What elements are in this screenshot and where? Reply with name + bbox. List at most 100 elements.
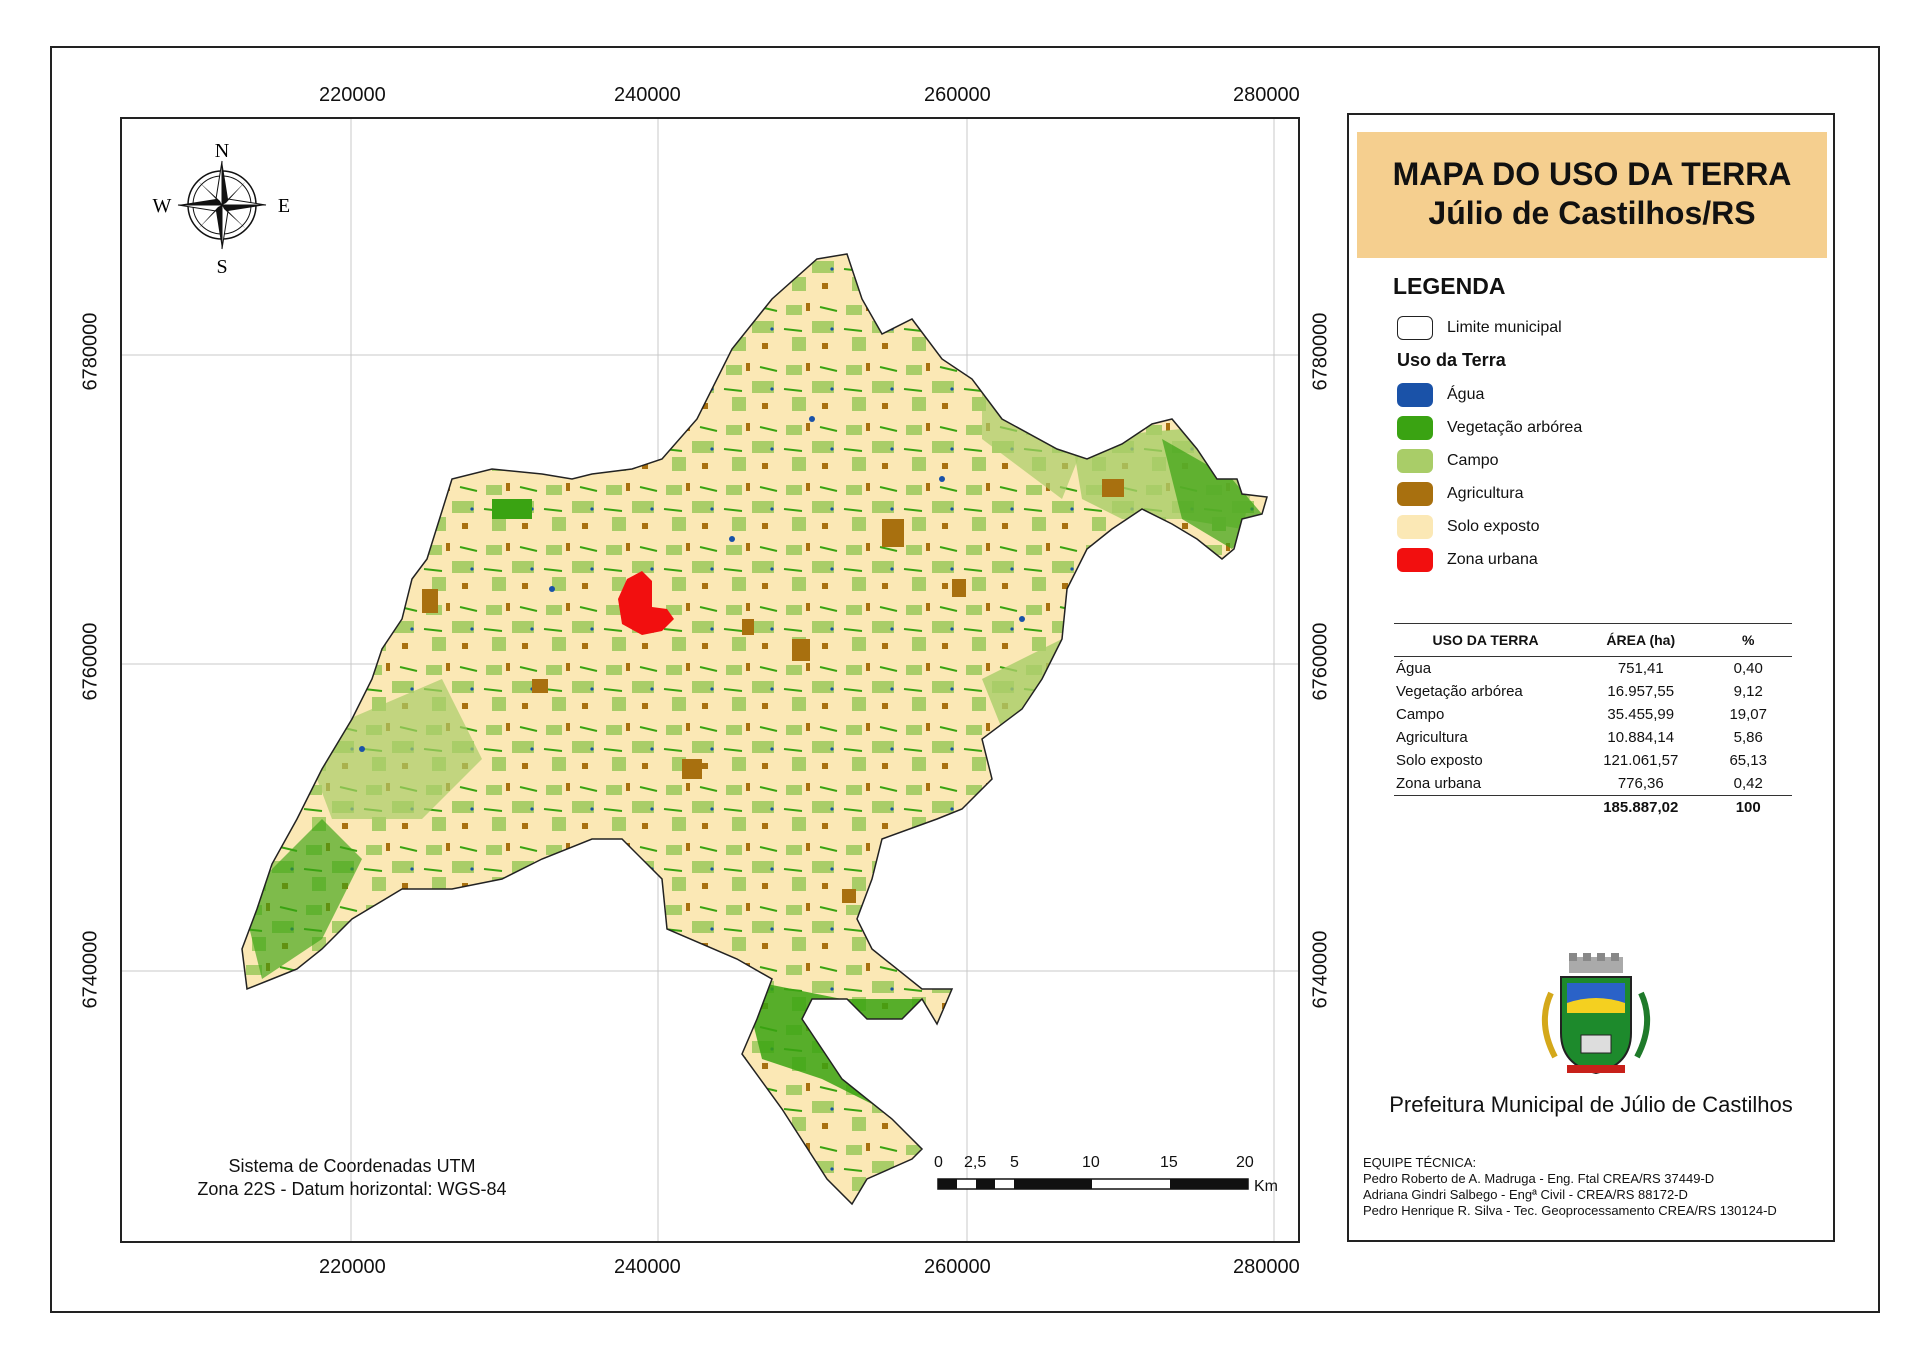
scale-label-5: 5 [1010,1154,1019,1171]
scale-label-2-5: 2,5 [964,1154,987,1171]
legend-item-vegetacao: Vegetação arbórea [1397,416,1582,440]
area-table-header: USO DA TERRA ÁREA (ha) % [1394,623,1792,657]
row-area: 751,41 [1617,660,1664,677]
land-use-raster [242,254,1267,1204]
map-sheet-frame [50,46,1880,1313]
row-label: Solo exposto [1396,752,1483,769]
coat-of-arms-icon [1541,953,1651,1075]
legend-panel: MAPA DO USO DA TERRA Júlio de Castilhos/… [1347,113,1835,1242]
legend-item-solo: Solo exposto [1397,515,1540,539]
row-area: 35.455,99 [1607,706,1675,723]
compass-s-label: S [216,256,227,278]
solo-swatch [1397,515,1433,539]
row-percent: 19,07 [1729,706,1767,723]
map-title-box: MAPA DO USO DA TERRA Júlio de Castilhos/… [1357,132,1827,258]
row-percent: 0,40 [1733,660,1763,677]
technical-team-member: Pedro Roberto de A. Madruga - Eng. Ftal … [1363,1171,1715,1186]
x-tick-bottom-1: 220000 [319,1256,386,1278]
row-label: Agricultura [1396,729,1468,746]
legend-item-urbana: Zona urbana [1397,548,1538,572]
legend-item-campo: Campo [1397,449,1499,473]
area-table: USO DA TERRA ÁREA (ha) % Água 751,41 0,4… [1394,623,1792,819]
row-area: 776,36 [1577,772,1705,796]
urban-zone [618,571,674,635]
y-tick-right-3: 6740000 [1309,930,1332,1009]
y-tick-left-1: 6780000 [79,312,102,391]
scale-label-0: 0 [934,1154,943,1171]
legend-agua-label: Água [1447,386,1485,403]
row-area: 121.061,57 [1603,752,1679,769]
x-tick-bottom-3: 260000 [924,1256,991,1278]
row-percent: 9,12 [1733,683,1763,700]
x-tick-top-1: 220000 [319,84,386,106]
legend-subtitle: Uso da Terra [1397,350,1506,370]
row-label: Campo [1396,706,1445,723]
y-tick-left-3: 6740000 [79,930,102,1009]
legend-item-agua: Água [1397,383,1484,407]
table-row: Água 751,41 0,40 [1394,657,1792,681]
map-frame: N S E W Sistema de Coordenadas UTM Zona … [120,117,1300,1243]
coordinate-system-note: Sistema de Coordenadas UTM Zona 22S - Da… [172,1155,532,1201]
boundary-swatch [1397,316,1433,340]
legend-vegetacao-label: Vegetação arbórea [1447,419,1583,436]
x-tick-bottom-2: 240000 [614,1256,681,1278]
row-label: Zona urbana [1394,772,1578,796]
y-tick-left-2: 6760000 [79,622,102,701]
graticule [122,119,1298,1241]
row-area: 10.884,14 [1607,729,1675,746]
table-row: Agricultura 10.884,14 5,86 [1394,726,1792,749]
compass-e-label: E [278,195,290,217]
agricultura-swatch [1397,482,1433,506]
scale-label-20: 20 [1236,1154,1254,1171]
compass-w-label: W [153,195,172,217]
agua-swatch [1397,383,1433,407]
row-percent: 5,86 [1733,729,1763,746]
row-percent: 65,13 [1729,752,1767,769]
legend-solo-label: Solo exposto [1447,518,1540,535]
coordinate-system-line1: Sistema de Coordenadas UTM [228,1156,476,1176]
technical-team: EQUIPE TÉCNICA: Pedro Roberto de A. Madr… [1363,1155,1777,1219]
technical-team-heading: EQUIPE TÉCNICA: [1363,1155,1477,1170]
x-tick-top-4: 280000 [1233,84,1300,106]
header-percent: % [1704,623,1792,657]
row-percent: 0,42 [1704,772,1792,796]
table-row: Campo 35.455,99 19,07 [1394,703,1792,726]
legend-agricultura-label: Agricultura [1447,485,1524,502]
row-area: 16.957,55 [1607,683,1675,700]
header-uso: USO DA TERRA [1394,623,1578,657]
table-total-row: 185.887,02 100 [1394,796,1792,820]
header-area: ÁREA (ha) [1577,623,1705,657]
prefeitura-label: Prefeitura Municipal de Júlio de Castilh… [1389,1092,1793,1117]
scale-label-15: 15 [1160,1154,1178,1171]
compass-rose-icon [177,160,267,250]
x-tick-top-3: 260000 [924,84,991,106]
x-tick-bottom-4: 280000 [1233,1256,1300,1278]
x-tick-top-2: 240000 [614,84,681,106]
legend-title: LEGENDA [1393,273,1506,299]
coordinate-system-line2: Zona 22S - Datum horizontal: WGS-84 [197,1179,507,1199]
legend-item-agricultura: Agricultura [1397,482,1523,506]
legend-boundary-label: Limite municipal [1447,319,1562,336]
vegetacao-swatch [1397,416,1433,440]
technical-team-member: Adriana Gindri Salbego - Engª Civil - CR… [1363,1187,1688,1202]
table-row: Zona urbana 776,36 0,42 [1394,772,1792,796]
scale-unit-label: Km [1254,1178,1278,1195]
technical-team-member: Pedro Henrique R. Silva - Tec. Geoproces… [1363,1203,1777,1218]
row-label: Vegetação arbórea [1396,683,1523,700]
compass-n-label: N [215,140,229,162]
map-title: MAPA DO USO DA TERRA [1392,156,1792,192]
total-percent: 100 [1735,799,1761,816]
table-row: Solo exposto 121.061,57 65,13 [1394,749,1792,772]
urbana-swatch [1397,548,1433,572]
scale-label-10: 10 [1082,1154,1100,1171]
scale-bar [937,1178,1249,1190]
map-subtitle: Júlio de Castilhos/RS [1428,195,1756,231]
legend-item-boundary: Limite municipal [1397,316,1562,340]
table-row: Vegetação arbórea 16.957,55 9,12 [1394,680,1792,703]
legend-campo-label: Campo [1447,452,1499,469]
row-label: Água [1396,660,1432,677]
total-label [1394,796,1577,820]
campo-swatch [1397,449,1433,473]
y-tick-right-1: 6780000 [1309,312,1332,391]
land-use-map: N S E W [122,119,1298,1241]
